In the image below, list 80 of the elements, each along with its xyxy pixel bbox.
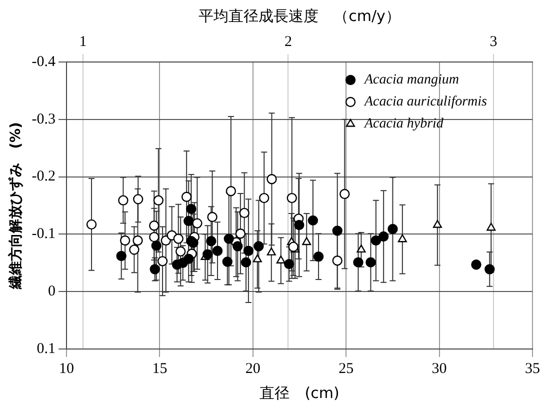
point	[353, 257, 364, 268]
point	[212, 246, 223, 256]
x2-tick-label: 1	[79, 34, 87, 50]
y-axis-title: 繊維方向解放ひずみ (%)	[7, 122, 24, 290]
point	[133, 194, 144, 204]
point	[332, 256, 342, 266]
point	[308, 215, 318, 226]
point	[157, 256, 168, 266]
x2-tick-label: 2	[284, 34, 292, 50]
point	[284, 258, 294, 270]
point	[149, 232, 160, 242]
point	[116, 250, 126, 262]
legend-label: Acacia hybrid	[364, 116, 444, 132]
x-tick-label: 35	[525, 360, 540, 377]
point	[471, 260, 482, 270]
point	[243, 246, 254, 256]
x2-tick-label: 3	[490, 34, 498, 50]
point	[254, 241, 264, 252]
point	[266, 174, 277, 184]
legend-label: Acacia auriculiformis	[364, 94, 488, 110]
point	[186, 204, 196, 214]
y-tick-label: -0.1	[32, 226, 56, 242]
point	[356, 244, 366, 253]
y-tick-label: -0.2	[32, 168, 56, 185]
point	[259, 192, 270, 204]
point	[184, 254, 194, 264]
point	[252, 254, 262, 262]
point	[332, 226, 342, 236]
point	[150, 264, 160, 274]
x2-axis-title: 平均直径成長速度 （cm/y）	[198, 6, 400, 25]
legend-label: Acacia mangium	[364, 72, 459, 88]
x-tick-label: 25	[338, 360, 354, 377]
point	[313, 251, 324, 262]
point	[149, 220, 160, 231]
point	[240, 257, 252, 268]
x-tick-label: 15	[152, 360, 168, 377]
point	[226, 186, 236, 196]
y-tick-label: 0	[48, 284, 56, 300]
x-axis-title: 直径 (cm)	[260, 384, 340, 402]
point	[206, 236, 216, 246]
point	[288, 242, 298, 252]
point	[388, 224, 398, 234]
y-tick-label: 0.1	[36, 340, 56, 357]
point	[129, 244, 140, 255]
point	[276, 256, 286, 264]
point	[370, 235, 382, 246]
point	[222, 256, 232, 267]
point	[202, 249, 213, 260]
x-tick-label: 20	[245, 360, 260, 377]
point	[192, 218, 202, 228]
point	[286, 192, 297, 204]
point	[232, 241, 243, 252]
point	[118, 195, 128, 206]
point	[235, 228, 246, 239]
point	[302, 237, 312, 246]
point	[224, 234, 234, 244]
point	[340, 188, 350, 200]
point	[86, 219, 97, 230]
point	[484, 264, 495, 274]
point	[184, 216, 194, 226]
point	[366, 257, 376, 268]
point	[432, 220, 442, 228]
point	[151, 240, 162, 251]
point	[132, 235, 143, 246]
point	[181, 192, 192, 202]
point	[176, 246, 186, 257]
point	[266, 247, 276, 256]
x-tick-label: 30	[432, 360, 447, 377]
point	[239, 208, 250, 218]
y-tick-label: -0.4	[32, 54, 56, 70]
point	[486, 222, 496, 231]
point	[120, 235, 130, 246]
x-tick-label: 10	[59, 360, 74, 377]
point	[207, 212, 218, 222]
point	[153, 195, 164, 206]
point	[294, 220, 304, 230]
point	[378, 231, 389, 242]
point	[173, 234, 184, 244]
y-tick-label: -0.3	[32, 111, 56, 128]
point	[398, 234, 407, 242]
